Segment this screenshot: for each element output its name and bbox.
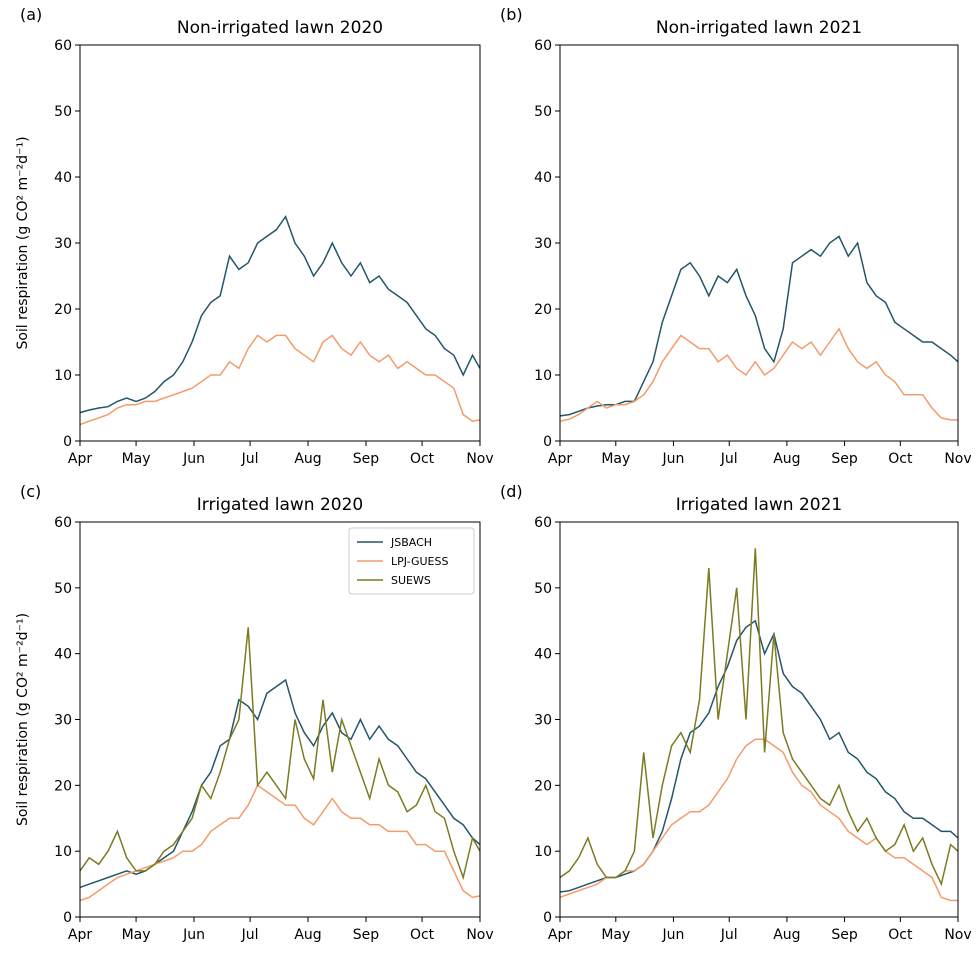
x-tick-label: Jul xyxy=(720,451,738,467)
x-tick-label: Aug xyxy=(294,451,321,467)
y-tick-label: 0 xyxy=(543,434,552,450)
y-tick-label: 50 xyxy=(534,581,552,597)
series-line xyxy=(559,235,959,417)
legend-label: SUEWS xyxy=(391,574,431,587)
x-tick-label: Jun xyxy=(662,451,685,467)
series-line xyxy=(79,334,481,426)
x-tick-label: Jul xyxy=(720,927,738,943)
y-tick-label: 20 xyxy=(534,302,552,318)
series-line xyxy=(559,548,959,887)
x-tick-label: Nov xyxy=(466,927,493,943)
y-tick-label: 60 xyxy=(534,515,552,531)
x-tick-label: Jun xyxy=(182,927,205,943)
x-tick-label: Nov xyxy=(944,451,971,467)
chart-title: Irrigated lawn 2021 xyxy=(676,495,842,515)
series-line xyxy=(79,627,481,881)
y-tick-label: 10 xyxy=(54,844,72,860)
x-tick-label: May xyxy=(601,451,630,467)
y-tick-label: 40 xyxy=(54,647,72,663)
plot-frame xyxy=(79,44,481,442)
x-tick-label: Oct xyxy=(888,451,913,467)
y-tick-label: 30 xyxy=(534,713,552,729)
plot-frame xyxy=(79,521,481,918)
x-tick-label: Sep xyxy=(353,927,380,943)
x-tick-label: Jul xyxy=(241,927,259,943)
y-tick-label: 60 xyxy=(534,38,552,54)
x-tick-label: Sep xyxy=(831,451,858,467)
y-tick-label: 40 xyxy=(534,170,552,186)
chart-title: Non-irrigated lawn 2020 xyxy=(177,18,383,38)
y-tick-label: 10 xyxy=(534,844,552,860)
y-tick-label: 20 xyxy=(54,778,72,794)
x-tick-label: Oct xyxy=(410,927,435,943)
x-tick-label: Apr xyxy=(548,927,572,943)
x-tick-label: Aug xyxy=(773,927,800,943)
y-tick-label: 10 xyxy=(54,368,72,384)
legend-box xyxy=(348,527,475,595)
y-tick-label: 50 xyxy=(54,104,72,120)
y-axis-label: Soil respiration (g CO² m⁻²d⁻¹) xyxy=(15,136,31,349)
panel-label: (c) xyxy=(20,482,41,501)
x-tick-label: Jun xyxy=(662,927,685,943)
x-tick-label: Aug xyxy=(773,451,800,467)
plot-frame xyxy=(559,44,959,442)
y-axis-label: Soil respiration (g CO² m⁻²d⁻¹) xyxy=(15,613,31,826)
x-tick-label: Nov xyxy=(944,927,971,943)
legend-label: JSBACH xyxy=(390,536,432,549)
y-tick-label: 0 xyxy=(543,910,552,926)
y-tick-label: 10 xyxy=(534,368,552,384)
series-line xyxy=(559,738,958,902)
series-line xyxy=(559,327,958,422)
y-tick-label: 20 xyxy=(534,778,552,794)
series-line xyxy=(559,619,959,893)
y-tick-label: 50 xyxy=(54,581,72,597)
x-tick-label: Jun xyxy=(182,451,205,467)
plot-frame xyxy=(559,521,959,918)
x-tick-label: Sep xyxy=(831,927,858,943)
x-tick-label: Oct xyxy=(888,927,913,943)
chart-title: Irrigated lawn 2020 xyxy=(197,495,363,515)
chart-title: Non-irrigated lawn 2021 xyxy=(656,18,862,38)
series-line xyxy=(79,214,481,414)
y-tick-label: 60 xyxy=(54,515,72,531)
series-line xyxy=(79,678,481,889)
x-tick-label: Apr xyxy=(68,927,92,943)
y-tick-label: 0 xyxy=(63,434,72,450)
panel-label: (a) xyxy=(20,5,42,24)
y-tick-label: 20 xyxy=(54,302,72,318)
panel-label: (b) xyxy=(500,5,523,24)
y-tick-label: 50 xyxy=(534,104,552,120)
y-tick-label: 0 xyxy=(63,910,72,926)
legend-label: LPJ-GUESS xyxy=(391,555,448,568)
series-line xyxy=(79,784,481,902)
x-tick-label: Apr xyxy=(68,451,92,467)
x-tick-label: Aug xyxy=(294,927,321,943)
x-tick-label: May xyxy=(601,927,630,943)
y-tick-label: 40 xyxy=(54,170,72,186)
y-tick-label: 30 xyxy=(534,236,552,252)
x-tick-label: Jul xyxy=(241,451,259,467)
x-tick-label: May xyxy=(122,451,151,467)
panel-label: (d) xyxy=(500,482,523,501)
x-tick-label: Nov xyxy=(466,451,493,467)
y-tick-label: 60 xyxy=(54,38,72,54)
x-tick-label: Oct xyxy=(410,451,435,467)
x-tick-label: Apr xyxy=(548,451,572,467)
y-tick-label: 30 xyxy=(54,713,72,729)
x-tick-label: May xyxy=(122,927,151,943)
y-tick-label: 30 xyxy=(54,236,72,252)
x-tick-label: Sep xyxy=(353,451,380,467)
y-tick-label: 40 xyxy=(534,647,552,663)
